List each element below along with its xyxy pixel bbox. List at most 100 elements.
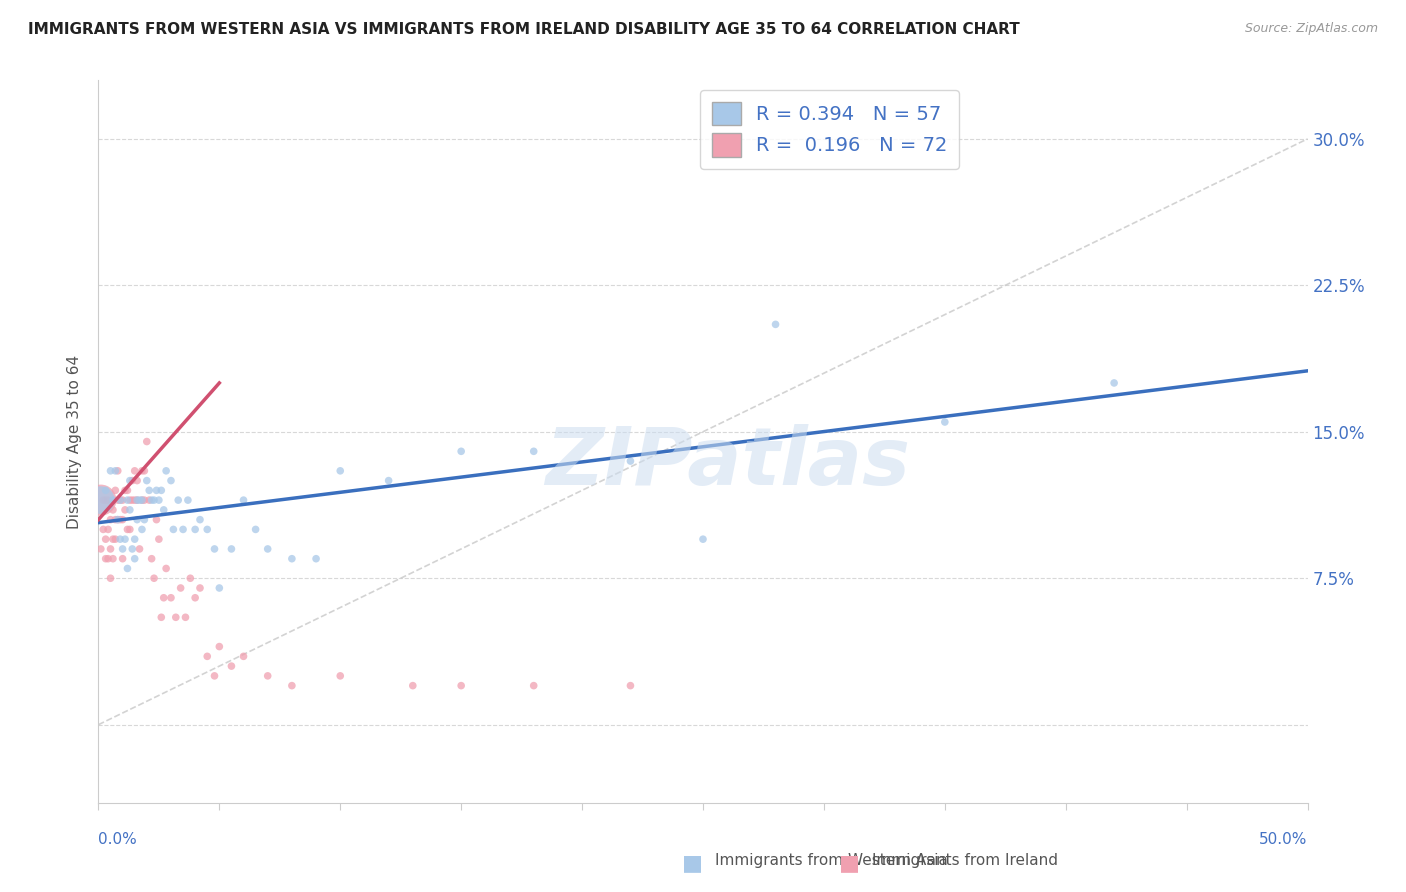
- Y-axis label: Disability Age 35 to 64: Disability Age 35 to 64: [67, 354, 83, 529]
- Point: [108, 532, 131, 546]
- Text: IMMIGRANTS FROM WESTERN ASIA VS IMMIGRANTS FROM IRELAND DISABILITY AGE 35 TO 64 : IMMIGRANTS FROM WESTERN ASIA VS IMMIGRAN…: [28, 22, 1019, 37]
- Point: [281, 679, 304, 693]
- Point: [138, 483, 160, 498]
- Point: [377, 474, 399, 488]
- Text: ■: ■: [682, 854, 703, 873]
- Point: [174, 610, 197, 624]
- Point: [107, 493, 129, 508]
- Point: [232, 493, 254, 508]
- Point: [94, 483, 117, 498]
- Point: [101, 551, 124, 566]
- Point: [256, 669, 278, 683]
- Point: [118, 493, 141, 508]
- Point: [131, 523, 153, 537]
- Point: [523, 444, 546, 458]
- Point: [118, 474, 141, 488]
- Point: [127, 493, 149, 508]
- Point: [124, 551, 146, 566]
- Point: [167, 493, 190, 508]
- Point: [94, 551, 117, 566]
- Point: [450, 444, 472, 458]
- Point: [150, 610, 173, 624]
- Point: [134, 493, 156, 508]
- Point: [114, 483, 136, 498]
- Point: [155, 464, 177, 478]
- Point: [195, 649, 218, 664]
- Point: [100, 541, 122, 556]
- Point: [152, 591, 174, 605]
- Point: [305, 551, 328, 566]
- Point: [117, 493, 139, 508]
- Text: 50.0%: 50.0%: [1260, 832, 1308, 847]
- Point: [114, 503, 136, 517]
- Point: [934, 415, 956, 429]
- Point: [111, 551, 134, 566]
- Point: [118, 523, 141, 537]
- Point: [150, 483, 173, 498]
- Point: [208, 640, 231, 654]
- Point: [107, 513, 129, 527]
- Point: [108, 493, 131, 508]
- Point: [256, 541, 278, 556]
- Point: [204, 669, 226, 683]
- Point: [329, 464, 352, 478]
- Point: [765, 318, 787, 332]
- Legend: R = 0.394   N = 57, R =  0.196   N = 72: R = 0.394 N = 57, R = 0.196 N = 72: [700, 90, 959, 169]
- Point: [169, 581, 191, 595]
- Point: [97, 493, 120, 508]
- Point: [143, 493, 166, 508]
- Point: [121, 541, 143, 556]
- Point: [124, 532, 146, 546]
- Point: [90, 541, 112, 556]
- Point: [124, 464, 146, 478]
- Point: [145, 513, 167, 527]
- Point: [128, 493, 150, 508]
- Point: [152, 503, 174, 517]
- Point: [91, 523, 114, 537]
- Point: [208, 581, 231, 595]
- Point: [184, 591, 207, 605]
- Point: [111, 513, 134, 527]
- Point: [188, 581, 211, 595]
- Point: [179, 571, 201, 585]
- Text: 0.0%: 0.0%: [98, 832, 138, 847]
- Point: [111, 541, 134, 556]
- Point: [131, 464, 153, 478]
- Point: [134, 513, 156, 527]
- Point: [143, 571, 166, 585]
- Point: [101, 493, 124, 508]
- Point: [100, 464, 122, 478]
- Point: [121, 474, 143, 488]
- Point: [108, 513, 131, 527]
- Text: ZIPatlas: ZIPatlas: [544, 425, 910, 502]
- Point: [329, 669, 352, 683]
- Point: [94, 532, 117, 546]
- Point: [111, 493, 134, 508]
- Point: [118, 503, 141, 517]
- Point: [141, 551, 163, 566]
- Point: [184, 523, 207, 537]
- Text: Source: ZipAtlas.com: Source: ZipAtlas.com: [1244, 22, 1378, 36]
- Point: [104, 483, 127, 498]
- Point: [138, 493, 160, 508]
- Point: [450, 679, 472, 693]
- Point: [148, 493, 170, 508]
- Point: [121, 493, 143, 508]
- Point: [127, 493, 149, 508]
- Point: [155, 561, 177, 575]
- Point: [160, 474, 183, 488]
- Point: [104, 532, 127, 546]
- Point: [160, 591, 183, 605]
- Point: [619, 454, 641, 468]
- Point: [148, 532, 170, 546]
- Point: [204, 541, 226, 556]
- Point: [135, 434, 157, 449]
- Point: [281, 551, 304, 566]
- Point: [195, 523, 218, 537]
- Point: [245, 523, 267, 537]
- Point: [107, 464, 129, 478]
- Point: [221, 541, 243, 556]
- Point: [101, 503, 124, 517]
- Point: [131, 493, 153, 508]
- Point: [97, 523, 120, 537]
